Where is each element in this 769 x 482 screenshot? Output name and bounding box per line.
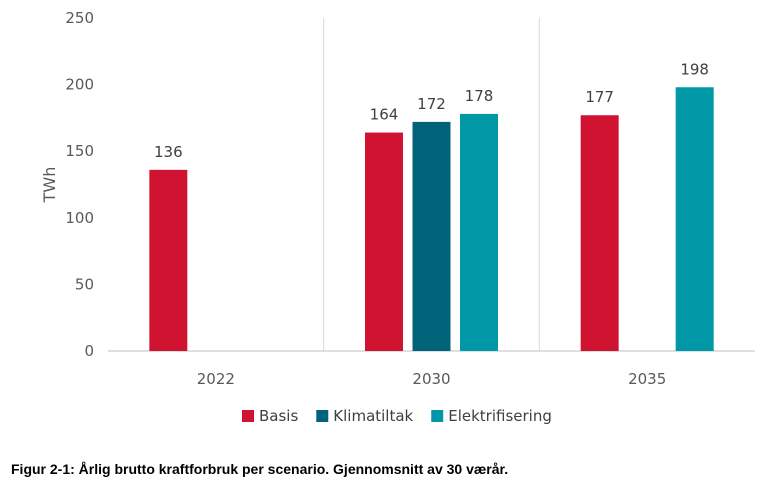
y-tick-label: 200	[65, 76, 94, 94]
bar	[365, 132, 403, 351]
data-label: 177	[585, 88, 614, 106]
y-tick-label: 100	[65, 209, 94, 227]
legend-label: Elektrifisering	[448, 407, 552, 425]
data-label: 136	[154, 143, 183, 161]
data-label: 178	[465, 87, 494, 105]
y-axis-label: TWh	[40, 167, 59, 204]
y-axis: 0 50 100 150 200 250	[65, 9, 94, 360]
data-label: 172	[417, 95, 446, 113]
y-tick-label: 150	[65, 142, 94, 160]
legend-label: Basis	[259, 407, 298, 425]
data-label: 164	[370, 106, 399, 124]
bar	[460, 113, 498, 352]
x-tick-label: 2022	[197, 370, 235, 388]
bar	[580, 115, 619, 352]
x-tick-label: 2030	[412, 370, 450, 388]
data-labels: 136 164 172 178 177 198	[154, 60, 709, 161]
x-tick-label: 2035	[628, 370, 666, 388]
category-separators	[323, 18, 540, 351]
bars	[149, 87, 714, 352]
x-axis: 2022 2030 2035	[197, 370, 667, 388]
y-tick-label: 250	[65, 9, 94, 27]
bar	[412, 121, 451, 352]
data-label: 198	[680, 60, 709, 78]
legend-swatch	[242, 410, 254, 422]
bar	[149, 169, 188, 351]
legend-swatch	[316, 410, 329, 422]
legend: Basis Klimatiltak Elektrifisering	[242, 407, 552, 425]
y-tick-label: 0	[84, 342, 94, 360]
y-tick-label: 50	[75, 275, 94, 293]
figure-caption: Figur 2-1: Årlig brutto kraftforbruk per…	[11, 461, 509, 477]
legend-label: Klimatiltak	[333, 407, 413, 425]
bar	[675, 87, 714, 351]
legend-swatch	[431, 410, 444, 422]
